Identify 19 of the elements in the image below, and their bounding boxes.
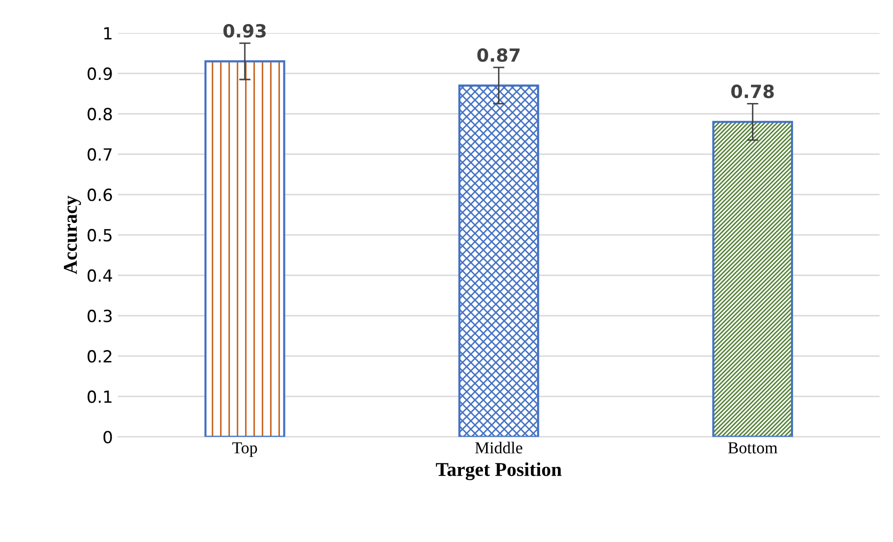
y-tick-label: 0.8 [88, 108, 112, 120]
y-tick-label: 0.2 [88, 350, 112, 363]
y-tick-label: 0.5 [88, 228, 112, 242]
data-label: 0.87 [477, 48, 520, 62]
y-tick-label: 0.3 [88, 310, 112, 322]
y-axis-title: Accuracy [64, 196, 81, 274]
x-axis-title: Target Position [436, 462, 562, 480]
y-tick-label: 0.7 [88, 148, 112, 161]
y-tick-label: 0.4 [88, 269, 112, 282]
x-tick-label: Middle [475, 442, 522, 454]
y-tick-label: 0.6 [88, 188, 112, 202]
y-tick-label: 1 [104, 27, 112, 40]
y-tick-label: 0 [104, 430, 112, 444]
y-tick-label: 0.9 [88, 67, 112, 80]
data-label: 0.93 [223, 24, 266, 38]
data-label: 0.78 [731, 84, 774, 98]
x-tick-label: Top [232, 442, 258, 457]
x-tick-label: Bottom [728, 442, 778, 454]
y-tick-label: 0.1 [88, 390, 112, 404]
